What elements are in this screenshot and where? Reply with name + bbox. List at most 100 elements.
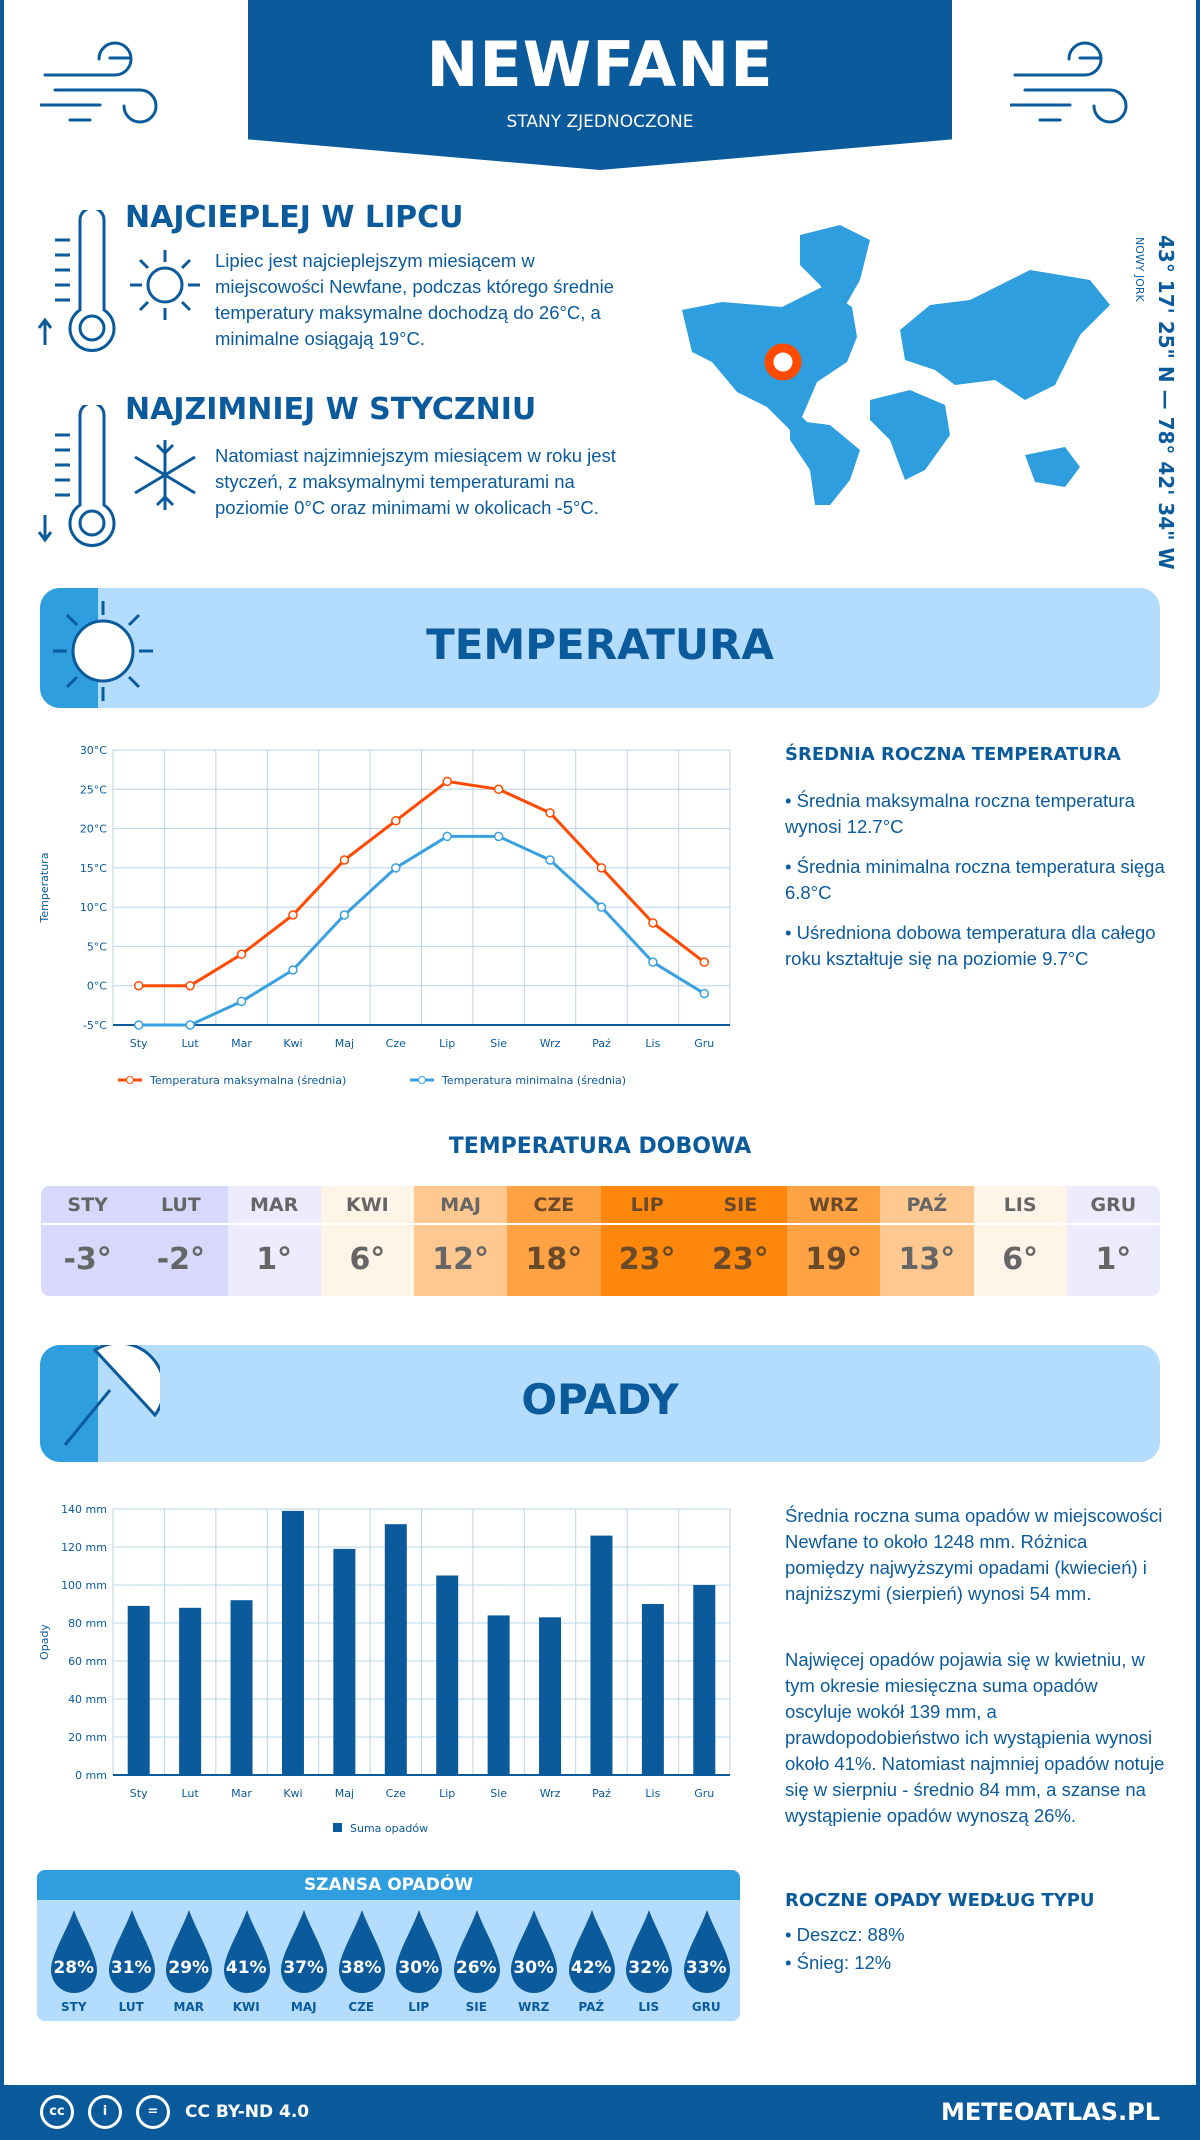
x-tick-label: Lut	[182, 1787, 200, 1800]
x-tick-label: Lip	[439, 1037, 455, 1050]
temp-value: -3°	[63, 1242, 112, 1277]
daily-temp-cell: WRZ 19°	[787, 1186, 881, 1296]
y-tick-label: 30°C	[80, 744, 107, 757]
precipitation-title: OPADY	[521, 1375, 679, 1424]
data-point	[596, 863, 607, 873]
coldest-text: Natomiast najzimniejszym miesiącem w rok…	[215, 445, 616, 518]
x-tick-label: Mar	[231, 1787, 252, 1800]
data-point	[339, 855, 350, 865]
daily-temp-cell: STY -3°	[41, 1186, 135, 1296]
chance-value: 42%	[570, 1958, 612, 1978]
daily-temp-cell: LUT -2°	[134, 1186, 228, 1296]
wind-icon-right	[1010, 41, 1128, 124]
daily-temperature-title: TEMPERATURA DOBOWA	[448, 1134, 752, 1159]
y-tick-label: 5°C	[87, 940, 107, 953]
chance-drop: 30% LIP	[390, 1908, 448, 2018]
series-line	[138, 834, 706, 1027]
y-tick-label: 15°C	[80, 862, 107, 875]
coldest-title: NAJZIMNIEJ W STYCZNIU	[125, 392, 537, 427]
chance-value: 29%	[168, 1958, 210, 1978]
data-point	[442, 776, 452, 787]
chance-drop: 26% SIE	[448, 1908, 506, 2018]
chance-drop: 41% KWI	[218, 1908, 276, 2018]
daily-temp-cell: LIS 6°	[973, 1186, 1067, 1296]
y-tick-label: 140 mm	[61, 1503, 107, 1516]
temperature-section-banner: TEMPERATURA	[40, 588, 1160, 708]
sun-icon	[130, 250, 200, 320]
raindrop-icon	[568, 1910, 615, 1993]
umbrella-rain-icon	[63, 1345, 160, 1446]
daily-temp-cell: PAŹ 13°	[880, 1186, 974, 1296]
chance-month: KWI	[232, 2000, 260, 2014]
temp-value: 1°	[1095, 1242, 1132, 1277]
month-label: PAŹ	[880, 1186, 974, 1225]
raindrop-icon	[396, 1910, 442, 1993]
x-tick-label: Wrz	[540, 1037, 561, 1050]
data-point	[133, 980, 144, 991]
summary-bullet: • Średnia maksymalna roczna temperatura …	[785, 790, 1135, 837]
daily-temp-cell: MAR 1°	[227, 1186, 321, 1296]
temp-value: 6°	[1002, 1242, 1039, 1277]
chance-drop: 28% STY	[45, 1908, 103, 2018]
cc-icon: cc	[40, 2095, 74, 2129]
data-point	[288, 910, 298, 920]
data-point	[236, 949, 247, 960]
y-tick-label: 100 mm	[61, 1579, 107, 1592]
data-point	[545, 855, 555, 865]
precipitation-bar-chart: 0 mm 20 mm 40 mm 60 mm 80 mm 100 mm 120 mm 140 …	[38, 1503, 731, 1835]
data-point	[648, 957, 658, 967]
raindrop-icon	[626, 1910, 672, 1993]
raindrop-icon	[281, 1910, 327, 1993]
chance-drop: 31% LUT	[103, 1908, 161, 2018]
y-tick-label: 40 mm	[68, 1693, 107, 1706]
chance-value: 41%	[225, 1958, 267, 1978]
precip-type-title: ROCZNE OPADY WEDŁUG TYPU	[785, 1890, 1095, 1911]
bar	[539, 1617, 562, 1775]
temp-value: 12°	[432, 1242, 489, 1277]
x-tick-label: Sty	[130, 1037, 148, 1050]
month-label: KWI	[320, 1186, 414, 1225]
chance-value: 30%	[513, 1958, 555, 1978]
data-point	[648, 918, 658, 928]
x-tick-label: Cze	[386, 1037, 406, 1050]
data-point	[236, 996, 247, 1007]
bar	[384, 1524, 407, 1775]
daily-temperature-table: STY -3° LUT -2° MAR 1° KWI 6° MAJ 12° CZE 18° LIP 23°…	[41, 1186, 1160, 1296]
chance-drop: 37% MAJ	[275, 1908, 333, 2018]
temp-value: 1°	[256, 1242, 293, 1277]
data-point	[339, 910, 350, 920]
chance-drop: 30% WRZ	[505, 1908, 563, 2018]
summary-bullet: • Uśredniona dobowa temperatura dla całe…	[785, 922, 1156, 969]
x-tick-label: Lip	[439, 1787, 455, 1800]
data-point	[545, 808, 555, 818]
right-border	[1196, 0, 1200, 2140]
location-marker-icon	[764, 343, 802, 381]
license-link[interactable]: CC BY-ND 4.0	[185, 2102, 310, 2122]
daily-temp-cell: GRU 1°	[1066, 1186, 1160, 1296]
chance-month: LIS	[638, 2000, 660, 2014]
chance-month: SIE	[465, 2000, 487, 2014]
daily-temp-cell: MAJ 12°	[414, 1186, 508, 1296]
legend-marker	[418, 1076, 426, 1084]
y-tick-label: 25°C	[80, 783, 107, 796]
hottest-text: Lipiec jest najcieplejszym miesiącem w m…	[215, 250, 614, 349]
daily-temp-cell: LIP 23°	[600, 1186, 694, 1296]
precip-type-snow: • Śnieg: 12%	[785, 1952, 892, 1973]
temp-value: 23°	[618, 1242, 676, 1277]
x-tick-label: Mar	[231, 1037, 252, 1050]
daily-temp-cell: CZE 18°	[507, 1186, 601, 1296]
x-tick-label: Lut	[182, 1037, 200, 1050]
x-tick-label: Maj	[335, 1037, 354, 1050]
site-link[interactable]: METEOATLAS.PL	[940, 2098, 1160, 2126]
chance-month: GRU	[691, 2000, 721, 2014]
sun-icon	[53, 601, 153, 701]
x-tick-label: Paź	[592, 1787, 611, 1800]
bar	[590, 1535, 613, 1775]
temp-value: 13°	[898, 1242, 956, 1277]
legend-swatch	[333, 1823, 342, 1832]
temperature-summary-title: ŚREDNIA ROCZNA TEMPERATURA	[785, 744, 1121, 765]
raindrop-icon	[166, 1910, 212, 1993]
x-tick-label: Wrz	[540, 1787, 561, 1800]
precipitation-text-2: Najwięcej opadów pojawia się w kwietniu,…	[785, 1649, 1165, 1826]
no-derivatives-icon: =	[136, 2095, 170, 2129]
